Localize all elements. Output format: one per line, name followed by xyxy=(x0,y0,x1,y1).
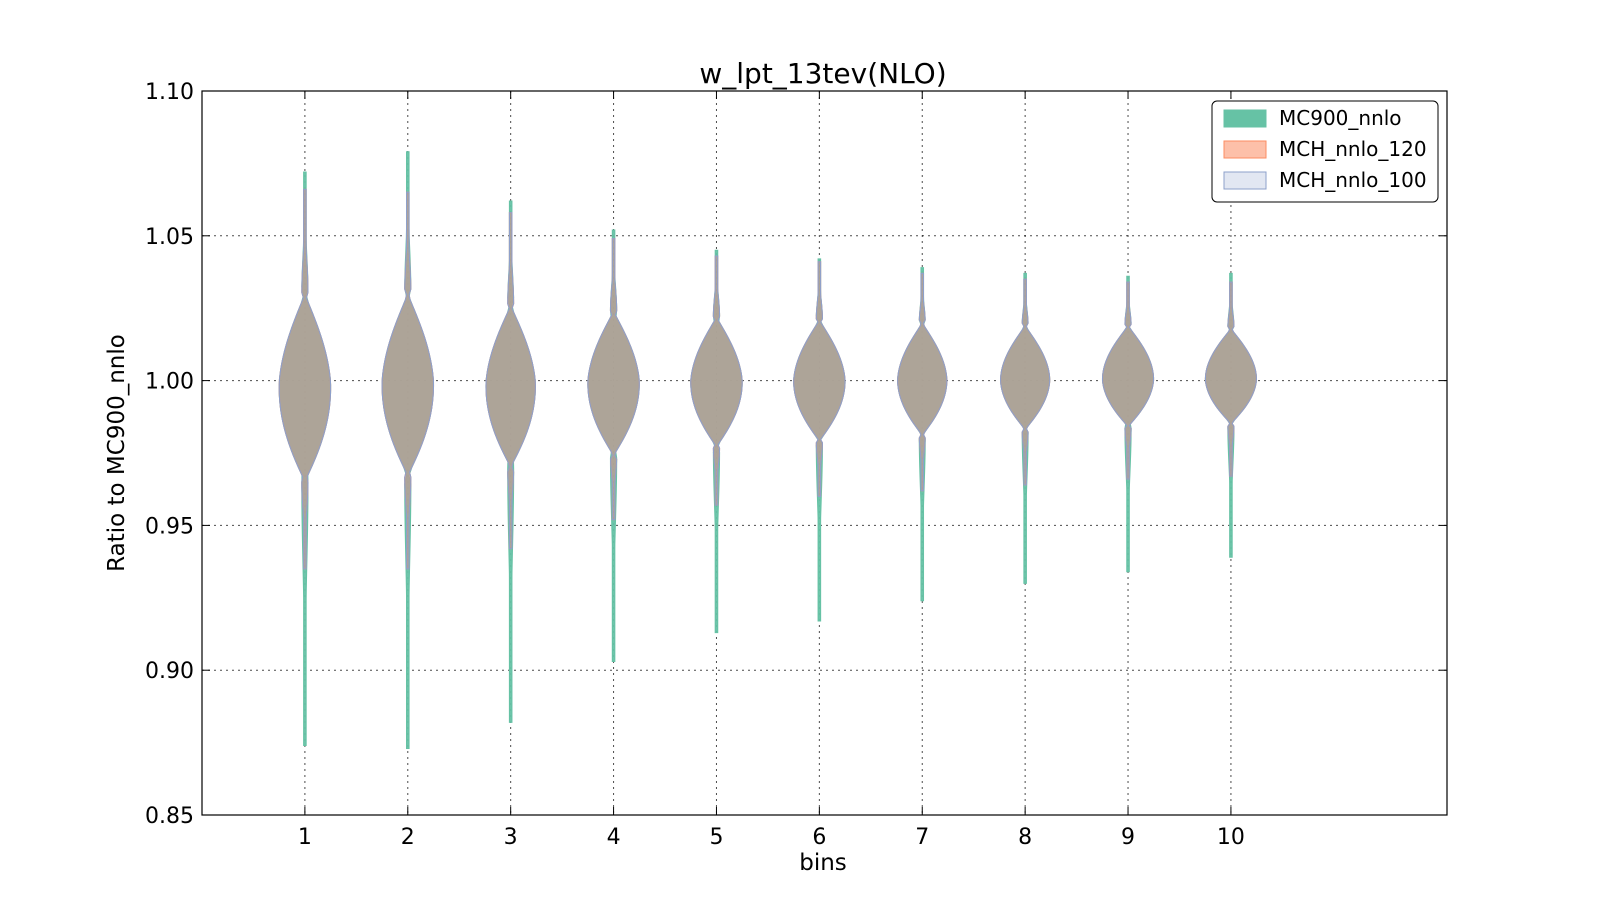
x-axis-title: bins xyxy=(799,850,847,876)
x-tick-label: 4 xyxy=(607,825,621,850)
x-tick-label: 6 xyxy=(812,825,826,850)
legend-swatch-mch-nnlo-100 xyxy=(1223,171,1267,190)
y-tick-label: 0.90 xyxy=(145,659,194,684)
legend-swatch-mc900-nnlo xyxy=(1223,109,1267,128)
y-tick-label: 1.00 xyxy=(145,370,194,395)
chart-title: w_lpt_13tev(NLO) xyxy=(699,57,946,90)
violin-mch-nnlo-100-bin-2 xyxy=(381,191,435,570)
violins xyxy=(278,151,1257,749)
violin-mch-nnlo-100-bin-7 xyxy=(897,272,948,492)
violin-mch-nnlo-100-bin-6 xyxy=(793,261,846,497)
y-tick-label: 0.95 xyxy=(145,514,194,539)
x-tick-label: 7 xyxy=(915,825,929,850)
y-tick-label: 1.05 xyxy=(145,225,194,250)
y-axis-title: Ratio to MC900_nnlo xyxy=(104,334,130,572)
violin-mch-nnlo-100-bin-5 xyxy=(690,255,743,506)
violin-mch-nnlo-100-bin-8 xyxy=(1000,278,1051,486)
violin-mch-nnlo-100-bin-10 xyxy=(1204,281,1257,477)
violin-mch-nnlo-100-bin-9 xyxy=(1101,281,1155,480)
y-tick-label: 0.85 xyxy=(145,804,194,829)
legend-swatch-mch-nnlo-120 xyxy=(1223,140,1267,159)
x-tick-label: 1 xyxy=(298,825,312,850)
legend-frame xyxy=(1211,100,1439,203)
violin-mch-nnlo-100-bin-1 xyxy=(278,188,332,570)
legend-label: MC900_nnlo xyxy=(1279,106,1402,130)
x-tick-label: 10 xyxy=(1217,825,1245,850)
x-tick-label: 3 xyxy=(504,825,518,850)
axes: 0.85 0.90 0.95 1.00 1.05 1.10 1 2 3 4 5 6 7 8 9 10 xyxy=(145,80,1447,850)
violin-mch-nnlo-100-bin-3 xyxy=(485,212,536,550)
legend: MC900_nnlo MCH_nnlo_120 MCH_nnlo_100 xyxy=(1211,100,1439,203)
legend-label: MCH_nnlo_100 xyxy=(1279,168,1427,192)
x-tick-label: 8 xyxy=(1018,825,1032,850)
legend-label: MCH_nnlo_120 xyxy=(1279,137,1427,161)
plot-frame xyxy=(201,90,1448,816)
violin-mch-nnlo-100-bin-4 xyxy=(587,238,640,521)
x-tick-label: 5 xyxy=(709,825,723,850)
x-tick-label: 2 xyxy=(401,825,415,850)
x-tick-label: 9 xyxy=(1121,825,1135,850)
y-tick-label: 1.10 xyxy=(145,80,194,105)
